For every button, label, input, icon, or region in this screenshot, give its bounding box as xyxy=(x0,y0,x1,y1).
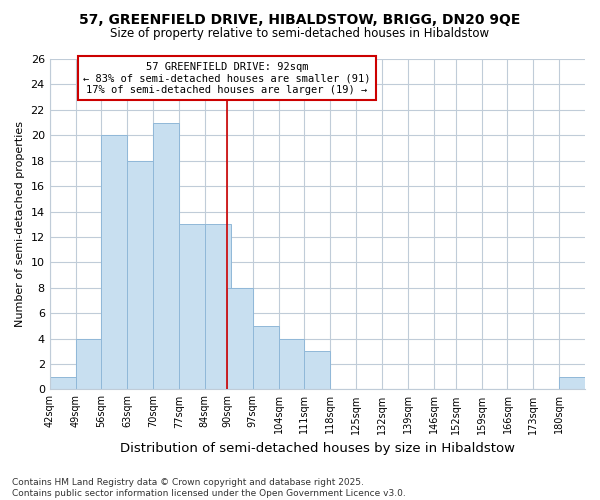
Bar xyxy=(559,376,585,390)
Y-axis label: Number of semi-detached properties: Number of semi-detached properties xyxy=(15,121,25,327)
Bar xyxy=(205,224,230,390)
Bar xyxy=(278,338,304,390)
Bar xyxy=(101,136,127,390)
Bar xyxy=(304,352,330,390)
Bar xyxy=(127,160,153,390)
Bar xyxy=(179,224,205,390)
Text: 57 GREENFIELD DRIVE: 92sqm
← 83% of semi-detached houses are smaller (91)
17% of: 57 GREENFIELD DRIVE: 92sqm ← 83% of semi… xyxy=(83,62,371,94)
X-axis label: Distribution of semi-detached houses by size in Hibaldstow: Distribution of semi-detached houses by … xyxy=(120,442,515,455)
Bar xyxy=(227,288,253,390)
Bar xyxy=(253,326,278,390)
Bar xyxy=(153,122,179,390)
Bar xyxy=(50,376,76,390)
Bar xyxy=(76,338,101,390)
Text: Size of property relative to semi-detached houses in Hibaldstow: Size of property relative to semi-detach… xyxy=(110,28,490,40)
Text: 57, GREENFIELD DRIVE, HIBALDSTOW, BRIGG, DN20 9QE: 57, GREENFIELD DRIVE, HIBALDSTOW, BRIGG,… xyxy=(79,12,521,26)
Text: Contains HM Land Registry data © Crown copyright and database right 2025.
Contai: Contains HM Land Registry data © Crown c… xyxy=(12,478,406,498)
